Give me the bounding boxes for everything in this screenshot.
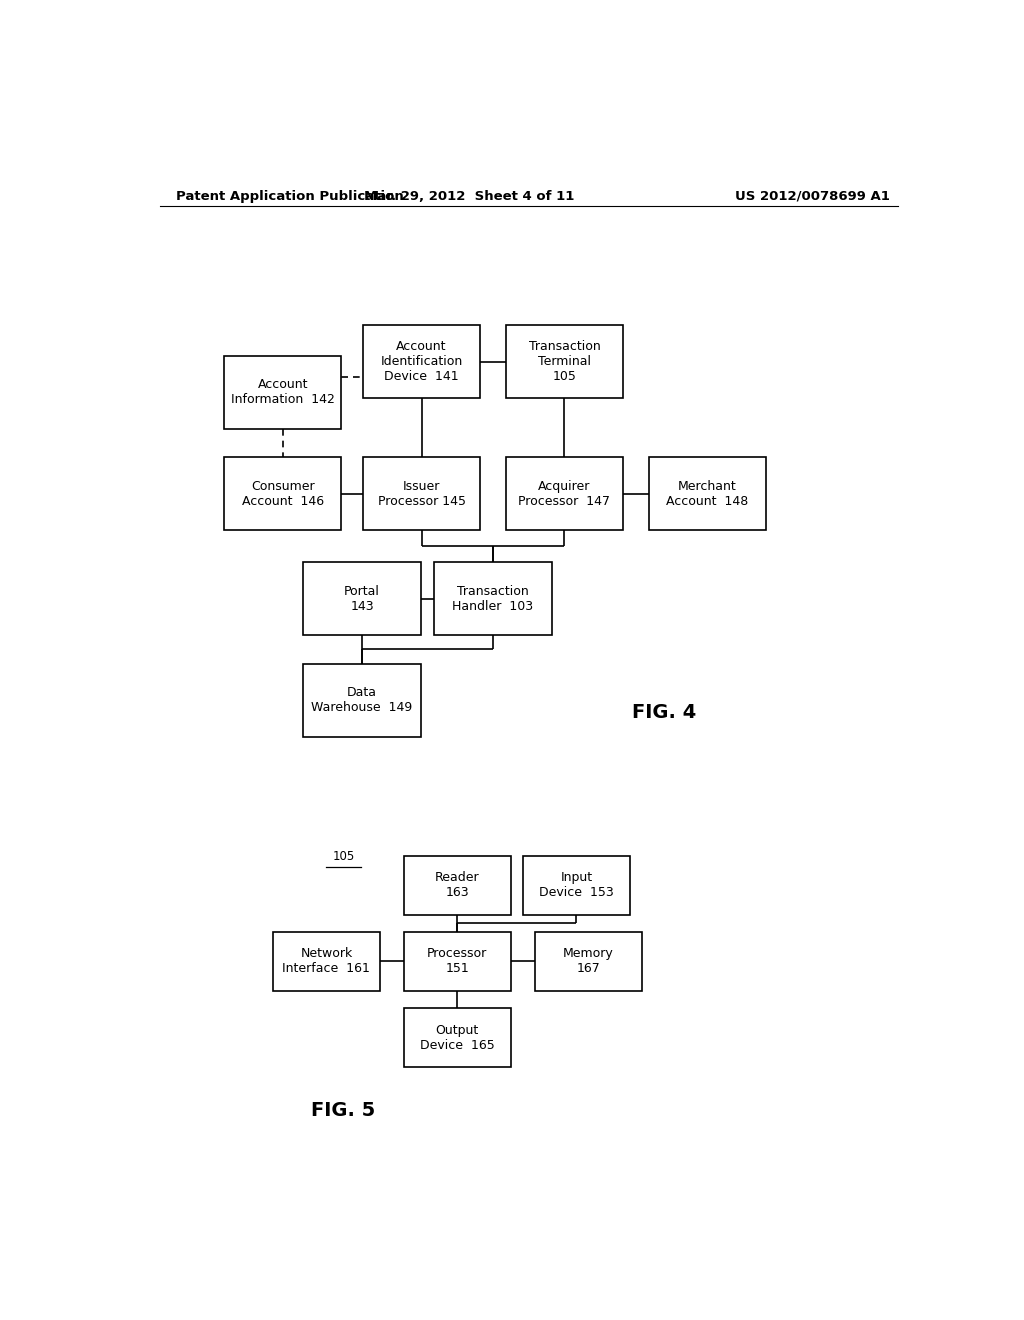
- Text: Portal
143: Portal 143: [344, 585, 380, 612]
- FancyBboxPatch shape: [303, 562, 421, 635]
- FancyBboxPatch shape: [535, 932, 642, 991]
- FancyBboxPatch shape: [434, 562, 552, 635]
- Text: Mar. 29, 2012  Sheet 4 of 11: Mar. 29, 2012 Sheet 4 of 11: [365, 190, 574, 202]
- Text: Consumer
Account  146: Consumer Account 146: [242, 479, 324, 508]
- Text: Input
Device  153: Input Device 153: [539, 871, 613, 899]
- FancyBboxPatch shape: [506, 457, 624, 531]
- FancyBboxPatch shape: [362, 325, 480, 399]
- Text: Processor
151: Processor 151: [427, 948, 487, 975]
- Text: FIG. 5: FIG. 5: [310, 1101, 375, 1121]
- FancyBboxPatch shape: [523, 855, 630, 915]
- FancyBboxPatch shape: [303, 664, 421, 737]
- Text: Merchant
Account  148: Merchant Account 148: [667, 479, 749, 508]
- Text: Transaction
Handler  103: Transaction Handler 103: [453, 585, 534, 612]
- FancyBboxPatch shape: [224, 355, 341, 429]
- Text: Account
Information  142: Account Information 142: [230, 378, 335, 407]
- Text: Output
Device  165: Output Device 165: [420, 1023, 495, 1052]
- Text: Acquirer
Processor  147: Acquirer Processor 147: [518, 479, 610, 508]
- FancyBboxPatch shape: [272, 932, 380, 991]
- Text: Reader
163: Reader 163: [435, 871, 479, 899]
- Text: Patent Application Publication: Patent Application Publication: [176, 190, 403, 202]
- Text: FIG. 4: FIG. 4: [632, 702, 696, 722]
- Text: US 2012/0078699 A1: US 2012/0078699 A1: [735, 190, 890, 202]
- Text: Memory
167: Memory 167: [563, 948, 613, 975]
- Text: Data
Warehouse  149: Data Warehouse 149: [311, 686, 413, 714]
- FancyBboxPatch shape: [403, 932, 511, 991]
- Text: Network
Interface  161: Network Interface 161: [283, 948, 371, 975]
- Text: Issuer
Processor 145: Issuer Processor 145: [378, 479, 466, 508]
- Text: 105: 105: [333, 850, 355, 863]
- Text: Transaction
Terminal
105: Transaction Terminal 105: [528, 341, 600, 383]
- Text: Account
Identification
Device  141: Account Identification Device 141: [381, 341, 463, 383]
- FancyBboxPatch shape: [648, 457, 766, 531]
- FancyBboxPatch shape: [362, 457, 480, 531]
- FancyBboxPatch shape: [506, 325, 624, 399]
- FancyBboxPatch shape: [403, 855, 511, 915]
- FancyBboxPatch shape: [224, 457, 341, 531]
- FancyBboxPatch shape: [403, 1008, 511, 1067]
